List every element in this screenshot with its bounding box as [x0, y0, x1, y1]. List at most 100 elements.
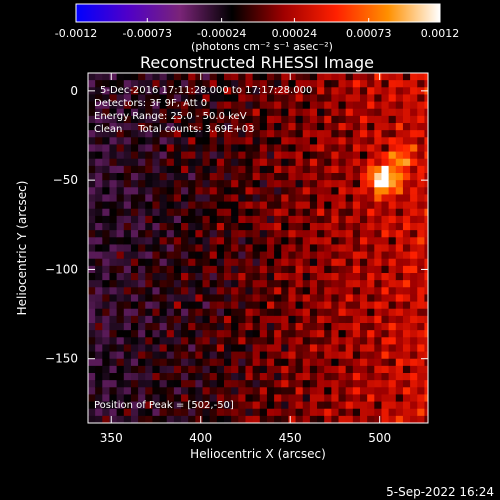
- heatmap-cell: [245, 373, 254, 381]
- y-tick-label: −100: [45, 262, 78, 276]
- heatmap-cell: [374, 301, 383, 310]
- heatmap-cell: [367, 373, 375, 381]
- heatmap-cell: [202, 165, 211, 174]
- heatmap-cell: [245, 215, 254, 224]
- heatmap-cell: [116, 401, 125, 410]
- heatmap-cell: [152, 273, 161, 281]
- heatmap-cell: [152, 223, 161, 231]
- heatmap-cell: [338, 315, 347, 324]
- heatmap-cell: [324, 251, 332, 260]
- heatmap-cell: [259, 401, 268, 410]
- heatmap-cell: [123, 351, 132, 360]
- heatmap-cell: [266, 180, 275, 188]
- heatmap-cell: [95, 380, 103, 388]
- heatmap-cell: [159, 351, 168, 360]
- heatmap-cell: [166, 123, 175, 131]
- heatmap-cell: [138, 387, 146, 396]
- heatmap-cell: [181, 244, 189, 253]
- heatmap-cell: [209, 173, 218, 181]
- heatmap-cell: [367, 358, 375, 367]
- heatmap-cell: [181, 287, 189, 296]
- heatmap-cell: [130, 144, 139, 153]
- heatmap-cell: [102, 251, 111, 260]
- heatmap-cell: [202, 394, 211, 403]
- heatmap-cell: [116, 251, 125, 260]
- heatmap-cell: [338, 401, 347, 410]
- heatmap-cell: [123, 101, 132, 110]
- heatmap-cell: [116, 358, 125, 367]
- heatmap-cell: [152, 244, 161, 253]
- heatmap-cell: [159, 380, 168, 388]
- heatmap-cell: [95, 415, 103, 423]
- heatmap-cell: [331, 187, 340, 196]
- heatmap-cell: [266, 151, 275, 160]
- heatmap-cell: [173, 94, 182, 103]
- heatmap-cell: [345, 287, 354, 296]
- heatmap-cell: [388, 337, 397, 346]
- heatmap-cell: [338, 130, 347, 138]
- heatmap-cell: [288, 115, 297, 124]
- heatmap-cell: [145, 87, 154, 96]
- heatmap-cell: [152, 137, 161, 146]
- heatmap-cell: [345, 201, 354, 210]
- heatmap-cell: [166, 173, 175, 181]
- heatmap-cell: [266, 401, 275, 410]
- heatmap-cell: [410, 237, 418, 246]
- heatmap-cell: [102, 94, 111, 103]
- heatmap-cell: [195, 301, 204, 310]
- heatmap-cell: [338, 208, 347, 217]
- heatmap-cell: [367, 223, 375, 231]
- heatmap-cell: [410, 158, 418, 167]
- heatmap-cell: [173, 223, 182, 231]
- heatmap-cell: [288, 123, 297, 131]
- heatmap-cell: [417, 187, 426, 196]
- heatmap-cell: [188, 373, 196, 381]
- heatmap-cell: [195, 308, 204, 317]
- heatmap-cell: [259, 244, 268, 253]
- heatmap-cell: [231, 401, 239, 410]
- heatmap-cell: [102, 237, 111, 246]
- heatmap-cell: [266, 344, 275, 353]
- heatmap-cell: [202, 237, 211, 246]
- heatmap-cell: [331, 244, 340, 253]
- heatmap-cell: [202, 373, 211, 381]
- heatmap-cell: [109, 244, 118, 253]
- heatmap-cell: [360, 344, 368, 353]
- heatmap-cell: [309, 115, 318, 124]
- heatmap-cell: [245, 201, 254, 210]
- heatmap-cell: [188, 387, 196, 396]
- heatmap-cell: [345, 230, 354, 238]
- heatmap-cell: [116, 230, 125, 238]
- heatmap-cell: [95, 294, 103, 303]
- heatmap-cell: [338, 323, 347, 331]
- heatmap-cell: [317, 401, 325, 410]
- heatmap-cell: [109, 108, 118, 117]
- heatmap-cell: [102, 351, 111, 360]
- heatmap-cell: [145, 223, 154, 231]
- heatmap-cell: [116, 94, 125, 103]
- heatmap-cell: [130, 358, 139, 367]
- heatmap-cell: [195, 165, 204, 174]
- heatmap-cell: [374, 401, 383, 410]
- heatmap-cell: [317, 115, 325, 124]
- heatmap-cell: [224, 258, 232, 267]
- heatmap-cell: [295, 230, 304, 238]
- heatmap-cell: [145, 273, 154, 281]
- heatmap-cell: [266, 223, 275, 231]
- heatmap-cell: [145, 394, 154, 403]
- heatmap-cell: [166, 394, 175, 403]
- heatmap-cell: [274, 130, 282, 138]
- heatmap-cell: [188, 130, 196, 138]
- heatmap-cell: [224, 373, 232, 381]
- heatmap-cell: [116, 194, 125, 203]
- heatmap-cell: [145, 80, 154, 88]
- heatmap-cell: [417, 415, 426, 423]
- heatmap-cell: [338, 80, 347, 88]
- heatmap-cell: [302, 380, 311, 388]
- heatmap-cell: [266, 408, 275, 417]
- heatmap-cell: [381, 151, 390, 160]
- heatmap-cell: [324, 330, 332, 338]
- heatmap-cell: [352, 387, 361, 396]
- heatmap-cell: [381, 80, 390, 88]
- heatmap-cell: [331, 415, 340, 423]
